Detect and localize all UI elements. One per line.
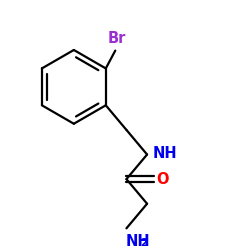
Text: Br: Br (107, 31, 126, 46)
Text: O: O (156, 172, 169, 187)
Text: 2: 2 (140, 238, 147, 248)
Text: NH: NH (153, 146, 178, 161)
Text: NH: NH (125, 234, 150, 249)
